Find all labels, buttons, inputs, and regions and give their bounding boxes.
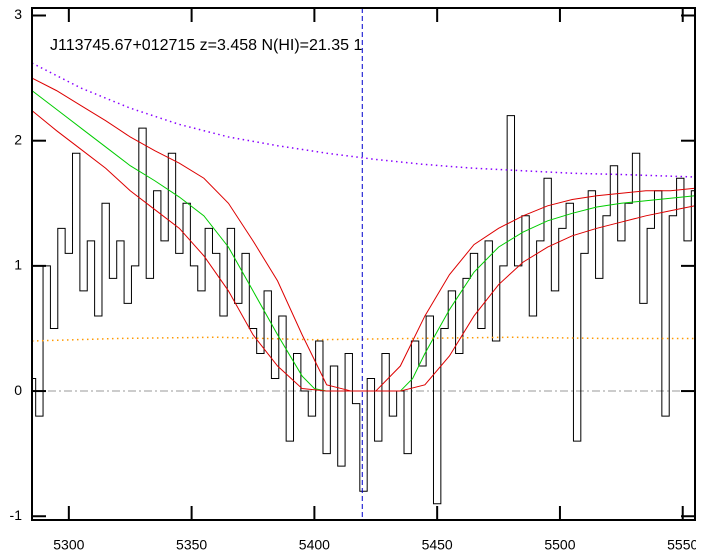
model-line: [32, 336, 695, 342]
x-tick-label: 5450: [422, 537, 453, 553]
y-tick-label: 0: [14, 382, 22, 398]
y-tick-label: 1: [14, 257, 22, 273]
x-tick-label: 5400: [299, 537, 330, 553]
model-line: [32, 110, 695, 392]
x-tick-label: 5550: [667, 537, 698, 553]
y-tick-label: -1: [10, 507, 23, 523]
plot-frame: [31, 7, 696, 521]
x-tick-label: 5300: [53, 537, 84, 553]
y-tick-label: 3: [14, 6, 22, 22]
spectrum: [32, 115, 695, 505]
x-tick-label: 5350: [176, 537, 207, 553]
right-margin: [696, 0, 704, 556]
chart-title: J113745.67+012715 z=3.458 N(HI)=21.35 1: [50, 37, 362, 54]
x-tick-label: 5500: [544, 537, 575, 553]
y-tick-label: 2: [14, 131, 22, 147]
